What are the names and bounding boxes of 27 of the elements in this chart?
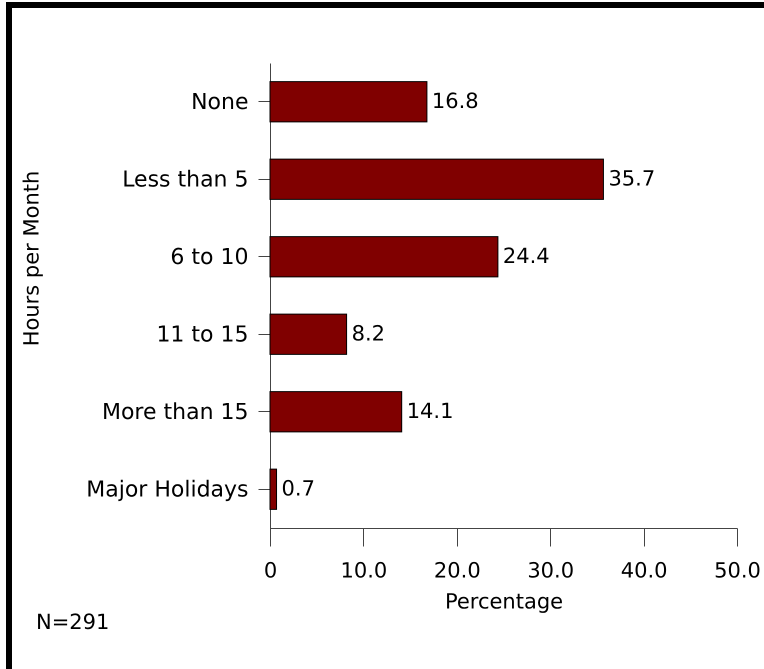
- data-label: 8.2: [352, 321, 385, 346]
- bar: [270, 81, 428, 122]
- x-tick-label: 50.0: [714, 558, 761, 582]
- text: N=291: [36, 610, 110, 634]
- bar: [270, 236, 498, 278]
- data-label: 24.4: [502, 244, 550, 268]
- data-label: 35.7: [608, 166, 656, 190]
- x-tick-label: 0: [264, 558, 278, 582]
- y-tick-label: Major Holidays: [86, 477, 248, 502]
- y-axis-title: Hours per Month: [20, 170, 44, 346]
- x-axis-title: Percentage: [444, 590, 564, 614]
- bar: [270, 391, 402, 432]
- y-tick-label: 6 to 10: [170, 244, 248, 270]
- bar: [270, 314, 348, 355]
- y-tick-label: 11 to 15: [156, 322, 248, 348]
- x-tick-label: 40.0: [620, 558, 668, 582]
- data-label: 16.8: [432, 88, 479, 113]
- x-tick-label: 20.0: [434, 558, 481, 582]
- x-tick-label: 30.0: [527, 558, 574, 582]
- y-tick-label: None: [191, 90, 248, 115]
- data-label: 14.1: [406, 398, 454, 423]
- data-label: 0.7: [282, 476, 315, 500]
- y-tick-label: More than 15: [102, 400, 248, 425]
- y-tick-label: Less than 5: [122, 167, 248, 192]
- x-tick-label: 10.0: [340, 558, 388, 582]
- bar: [270, 158, 604, 200]
- bar: [270, 468, 278, 510]
